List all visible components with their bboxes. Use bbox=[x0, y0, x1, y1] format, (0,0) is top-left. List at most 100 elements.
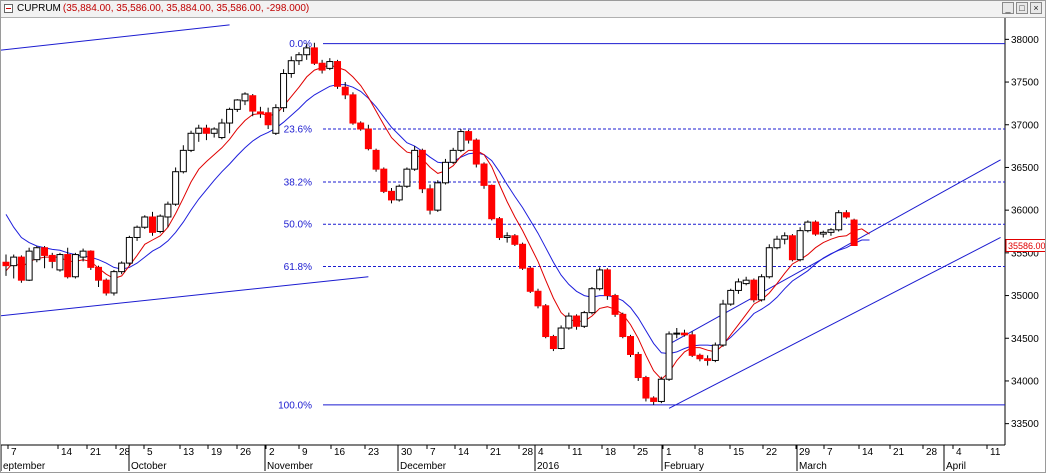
candle-body[interactable] bbox=[87, 250, 95, 268]
candle-body[interactable] bbox=[187, 132, 195, 151]
candle-body[interactable] bbox=[256, 111, 264, 115]
candle-body[interactable] bbox=[395, 185, 403, 201]
candle-body[interactable] bbox=[765, 247, 773, 278]
candle-body[interactable] bbox=[426, 188, 434, 211]
candle-body[interactable] bbox=[241, 93, 249, 102]
candle-body[interactable] bbox=[573, 315, 581, 327]
candle-body[interactable] bbox=[118, 262, 126, 273]
candle-body[interactable] bbox=[850, 219, 858, 247]
candle-body[interactable] bbox=[688, 334, 696, 356]
candle-body[interactable] bbox=[734, 281, 742, 291]
candle-body[interactable] bbox=[48, 254, 56, 262]
close-button[interactable]: × bbox=[1030, 2, 1042, 14]
candle-body[interactable] bbox=[704, 358, 712, 361]
candle-body[interactable] bbox=[148, 216, 156, 233]
candle-body[interactable] bbox=[418, 149, 426, 190]
candle-body[interactable] bbox=[380, 168, 388, 192]
candle-body[interactable] bbox=[696, 354, 704, 360]
candle-body[interactable] bbox=[619, 313, 627, 338]
candle-body[interactable] bbox=[580, 312, 588, 327]
candle-body[interactable] bbox=[642, 377, 650, 399]
candle-body[interactable] bbox=[673, 332, 681, 335]
candle-body[interactable] bbox=[141, 216, 149, 228]
maximize-button[interactable]: □ bbox=[1016, 2, 1028, 14]
candle-body[interactable] bbox=[719, 303, 727, 346]
candle-body[interactable] bbox=[372, 149, 380, 170]
candle-body[interactable] bbox=[557, 327, 565, 349]
candle-body[interactable] bbox=[495, 218, 503, 238]
candle-body[interactable] bbox=[611, 295, 619, 315]
candle-body[interactable] bbox=[411, 149, 419, 170]
candle-body[interactable] bbox=[511, 235, 519, 245]
candle-body[interactable] bbox=[627, 336, 635, 355]
candle-body[interactable] bbox=[488, 184, 496, 220]
candle-body[interactable] bbox=[804, 221, 812, 232]
candle-body[interactable] bbox=[110, 271, 118, 294]
candle-body[interactable] bbox=[326, 61, 334, 69]
candle-body[interactable] bbox=[781, 235, 789, 240]
candle-body[interactable] bbox=[357, 122, 365, 130]
candle-body[interactable] bbox=[10, 256, 18, 267]
candle-body[interactable] bbox=[565, 315, 573, 329]
candle-body[interactable] bbox=[711, 344, 719, 361]
candle-body[interactable] bbox=[665, 333, 673, 380]
candle-body[interactable] bbox=[650, 397, 658, 402]
candle-body[interactable] bbox=[388, 190, 395, 201]
candle-body[interactable] bbox=[812, 221, 820, 235]
candle-body[interactable] bbox=[264, 112, 272, 126]
candle-body[interactable] bbox=[64, 254, 72, 278]
candle-body[interactable] bbox=[526, 267, 534, 292]
candle-body[interactable] bbox=[179, 149, 187, 173]
candle-body[interactable] bbox=[226, 108, 234, 124]
candle-body[interactable] bbox=[542, 305, 550, 338]
candle-body[interactable] bbox=[727, 289, 735, 305]
candle-body[interactable] bbox=[503, 235, 511, 238]
candle-body[interactable] bbox=[195, 127, 203, 134]
candle-body[interactable] bbox=[164, 203, 172, 218]
candle-body[interactable] bbox=[295, 54, 303, 62]
candle-body[interactable] bbox=[56, 254, 64, 271]
candle-body[interactable] bbox=[17, 256, 25, 281]
candle-body[interactable] bbox=[403, 168, 411, 187]
candle-body[interactable] bbox=[79, 250, 87, 258]
candle-body[interactable] bbox=[318, 62, 326, 71]
price-chart[interactable]: 33500 34000 34500 35000 35500 36000 36500 37000… bbox=[1, 18, 1045, 473]
candle-body[interactable] bbox=[480, 163, 488, 186]
candle-body[interactable] bbox=[434, 182, 442, 211]
candle-body[interactable] bbox=[465, 131, 473, 141]
candle-body[interactable] bbox=[249, 95, 257, 112]
candle-body[interactable] bbox=[742, 279, 750, 285]
candle-body[interactable] bbox=[172, 171, 180, 205]
candle-body[interactable] bbox=[773, 238, 781, 249]
candle-body[interactable] bbox=[549, 336, 557, 349]
candle-body[interactable] bbox=[95, 266, 103, 281]
candle-body[interactable] bbox=[842, 212, 850, 218]
candle-body[interactable] bbox=[758, 276, 766, 301]
candle-body[interactable] bbox=[33, 247, 41, 261]
candle-body[interactable] bbox=[457, 131, 465, 151]
candle-body[interactable] bbox=[25, 250, 33, 281]
candle-body[interactable] bbox=[519, 243, 527, 269]
candle-body[interactable] bbox=[272, 107, 280, 134]
candle-body[interactable] bbox=[835, 212, 843, 231]
candle-body[interactable] bbox=[125, 236, 133, 264]
candle-body[interactable] bbox=[588, 288, 596, 314]
candle-body[interactable] bbox=[233, 99, 241, 110]
candle-body[interactable] bbox=[827, 229, 835, 233]
candle-body[interactable] bbox=[102, 279, 110, 294]
candle-body[interactable] bbox=[534, 290, 542, 307]
candle-body[interactable] bbox=[657, 378, 665, 402]
candle-body[interactable] bbox=[310, 47, 318, 64]
candle-body[interactable] bbox=[341, 86, 349, 96]
candle-body[interactable] bbox=[156, 215, 164, 233]
candle-body[interactable] bbox=[303, 47, 311, 56]
candle-body[interactable] bbox=[202, 127, 210, 134]
candle-body[interactable] bbox=[680, 332, 688, 336]
candle-body[interactable] bbox=[441, 161, 449, 184]
candle-body[interactable] bbox=[472, 139, 480, 165]
minimize-button[interactable]: _ bbox=[1002, 2, 1014, 14]
candle-body[interactable] bbox=[603, 269, 611, 297]
candle-body[interactable] bbox=[796, 230, 804, 261]
candle-body[interactable] bbox=[364, 128, 372, 150]
candle-body[interactable] bbox=[334, 61, 342, 87]
